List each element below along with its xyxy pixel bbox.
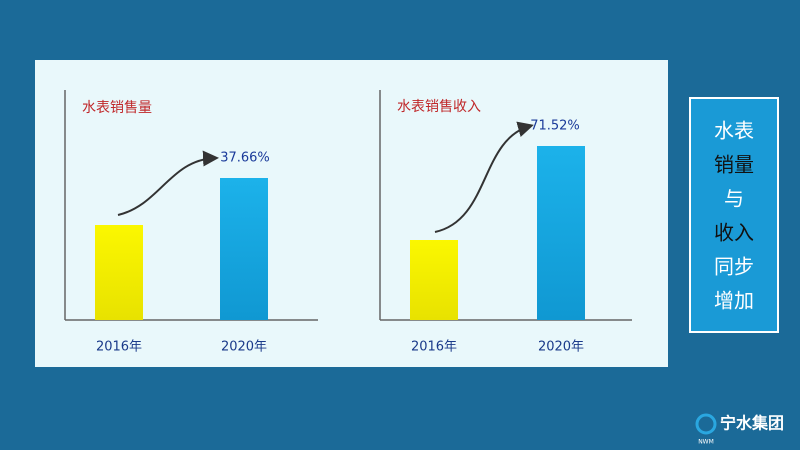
side-line: 增加 — [714, 289, 754, 313]
logo-abbr: NWM — [698, 439, 714, 446]
bar — [410, 240, 458, 320]
x-tick-label: 2016年 — [96, 340, 142, 355]
side-line: 同步 — [714, 255, 754, 279]
side-line: 收入 — [714, 221, 754, 245]
growth-annotation: 71.52% — [530, 119, 580, 134]
charts: 水表销售量 2016年 2020年 37.66% 水表销售收入 2016年 2020年 71.… — [64, 90, 632, 355]
chart-title: 水表销售量 — [82, 100, 152, 116]
side-box — [689, 97, 779, 333]
growth-arrow — [434, 121, 534, 233]
side-line: 销量 — [714, 153, 754, 177]
logo-name: 宁水集团 — [720, 414, 784, 433]
chart-title: 水表销售收入 — [397, 99, 481, 115]
bar — [537, 146, 585, 320]
bar — [95, 225, 143, 320]
side-line: 与 — [724, 187, 744, 211]
x-tick-label: 2020年 — [221, 340, 267, 355]
x-tick-label: 2016年 — [411, 340, 457, 355]
logo-icon — [695, 413, 717, 435]
x-tick-label: 2020年 — [538, 340, 584, 355]
growth-arrow — [117, 150, 219, 216]
growth-annotation: 37.66% — [220, 151, 270, 166]
bar — [220, 178, 268, 320]
side-line: 水表 — [714, 119, 754, 143]
